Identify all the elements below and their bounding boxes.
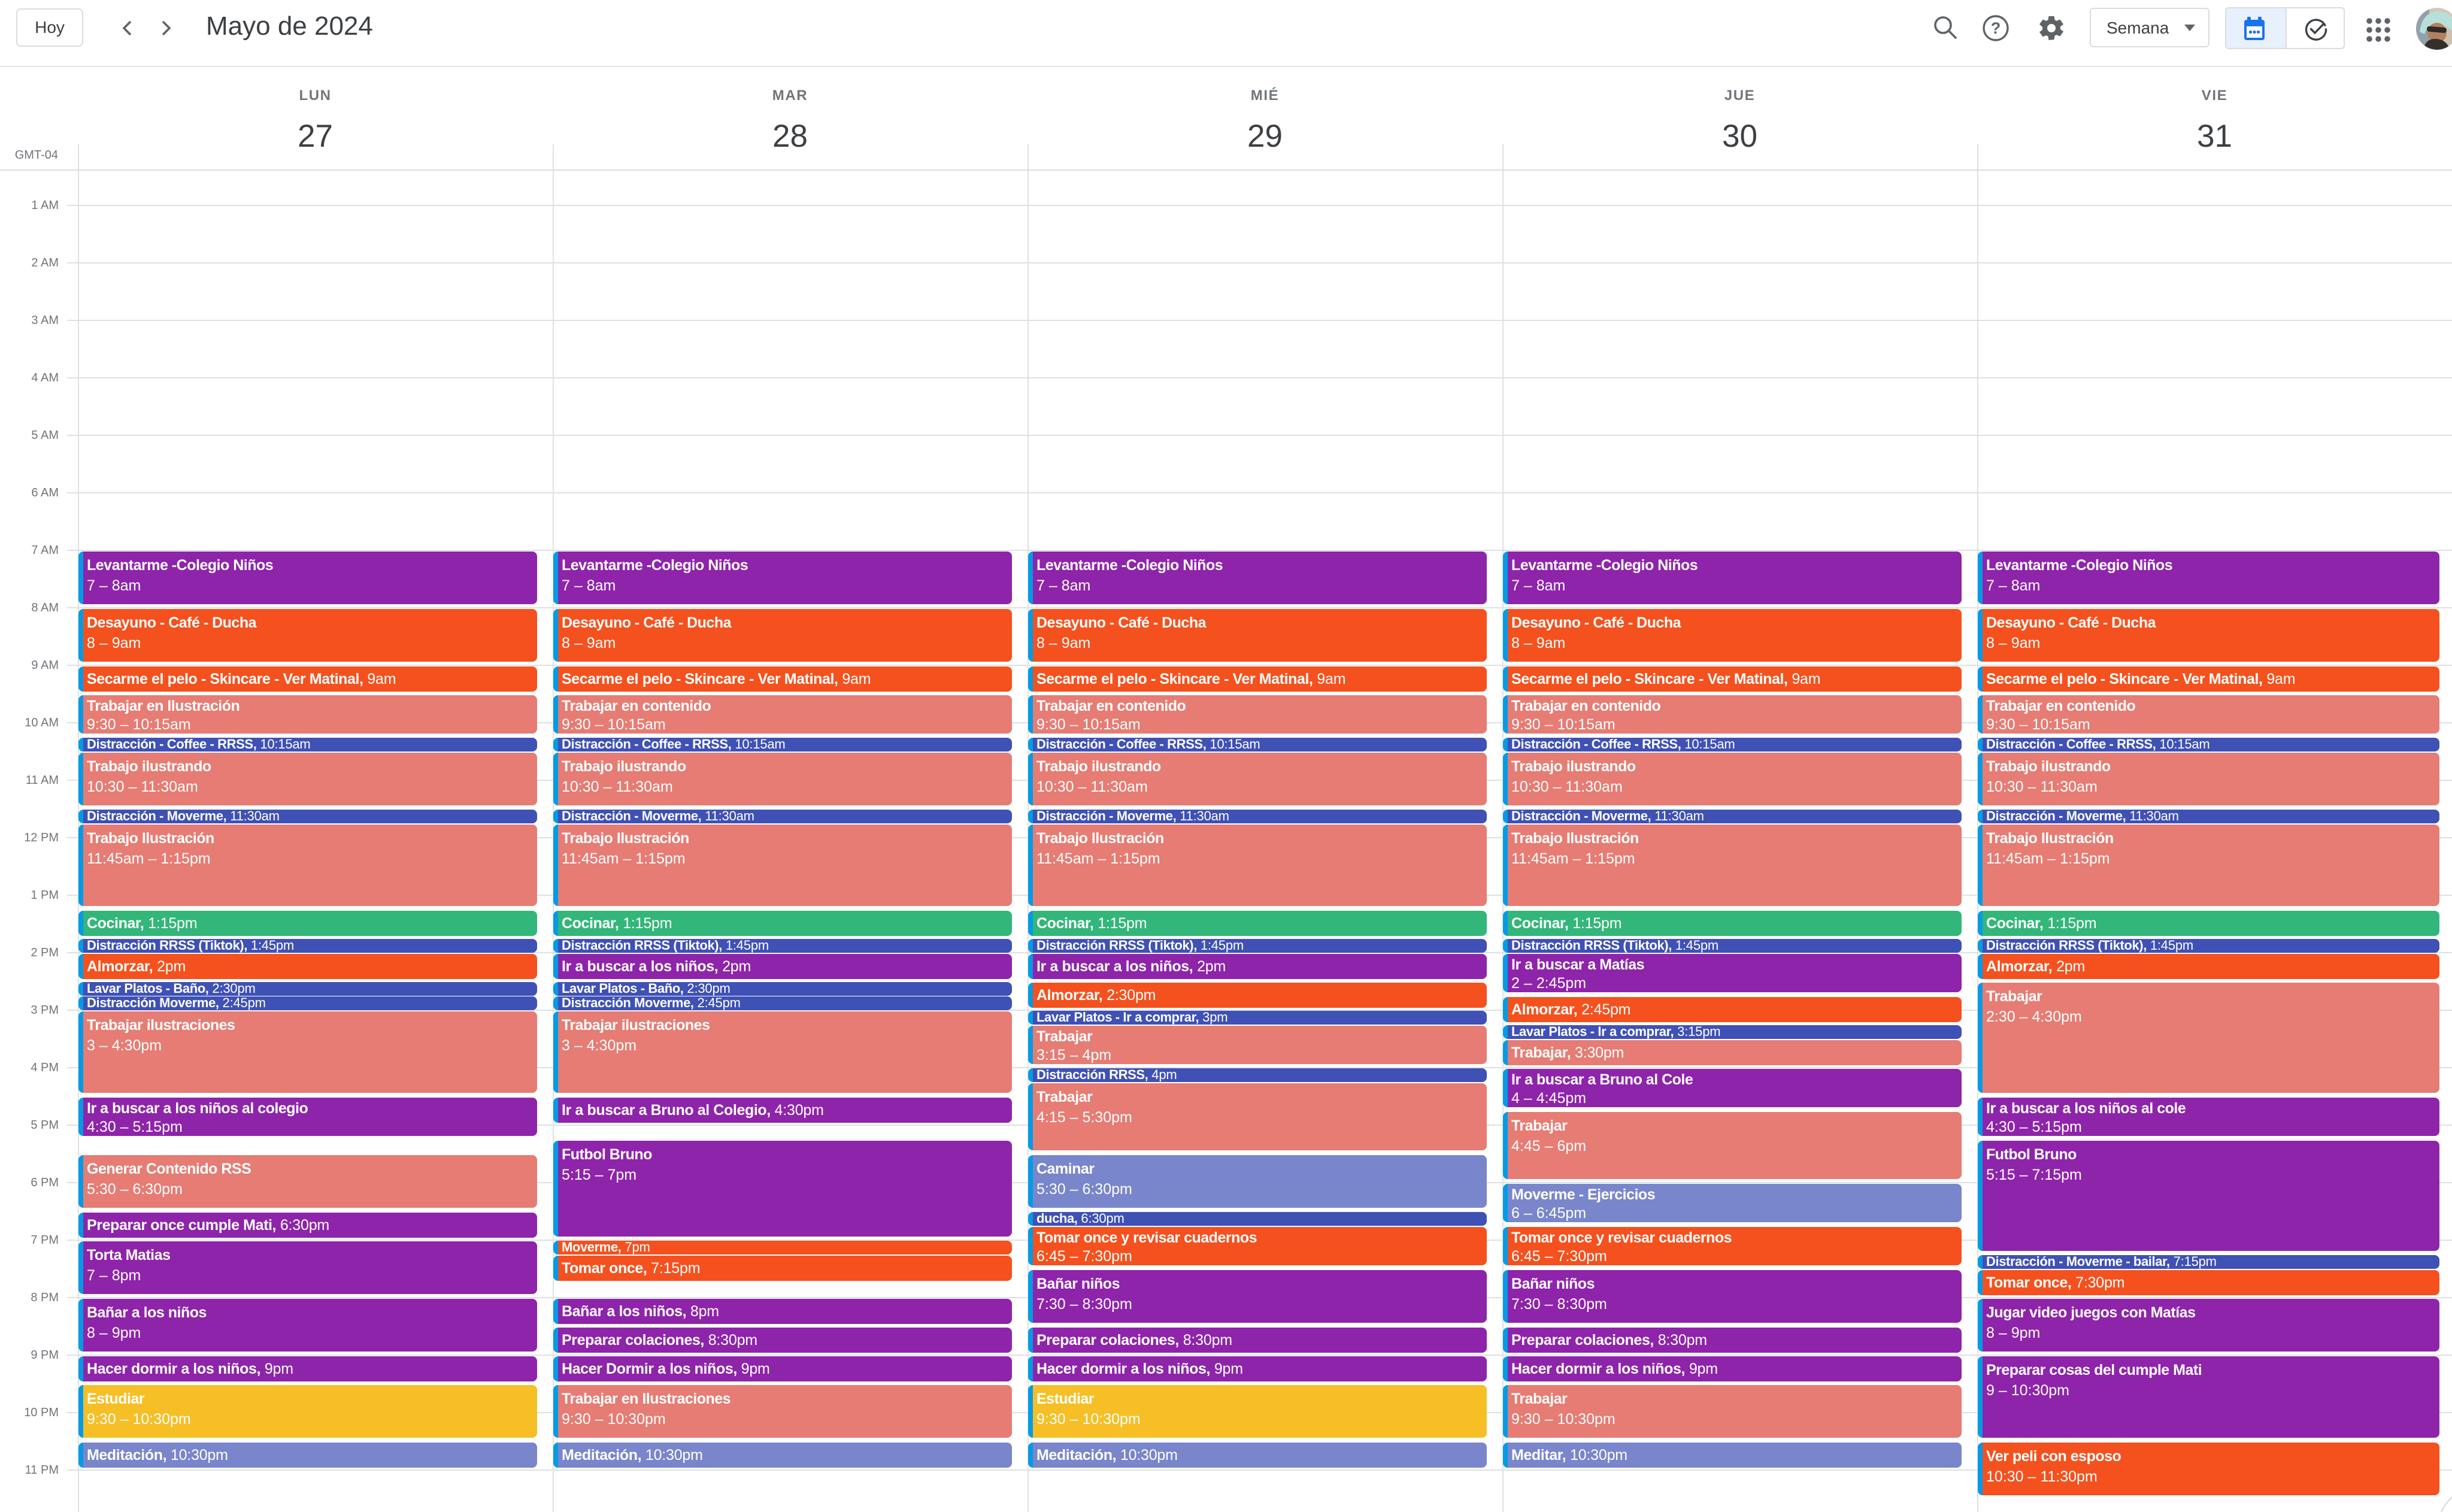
svg-text:?: ? xyxy=(1991,19,2001,37)
